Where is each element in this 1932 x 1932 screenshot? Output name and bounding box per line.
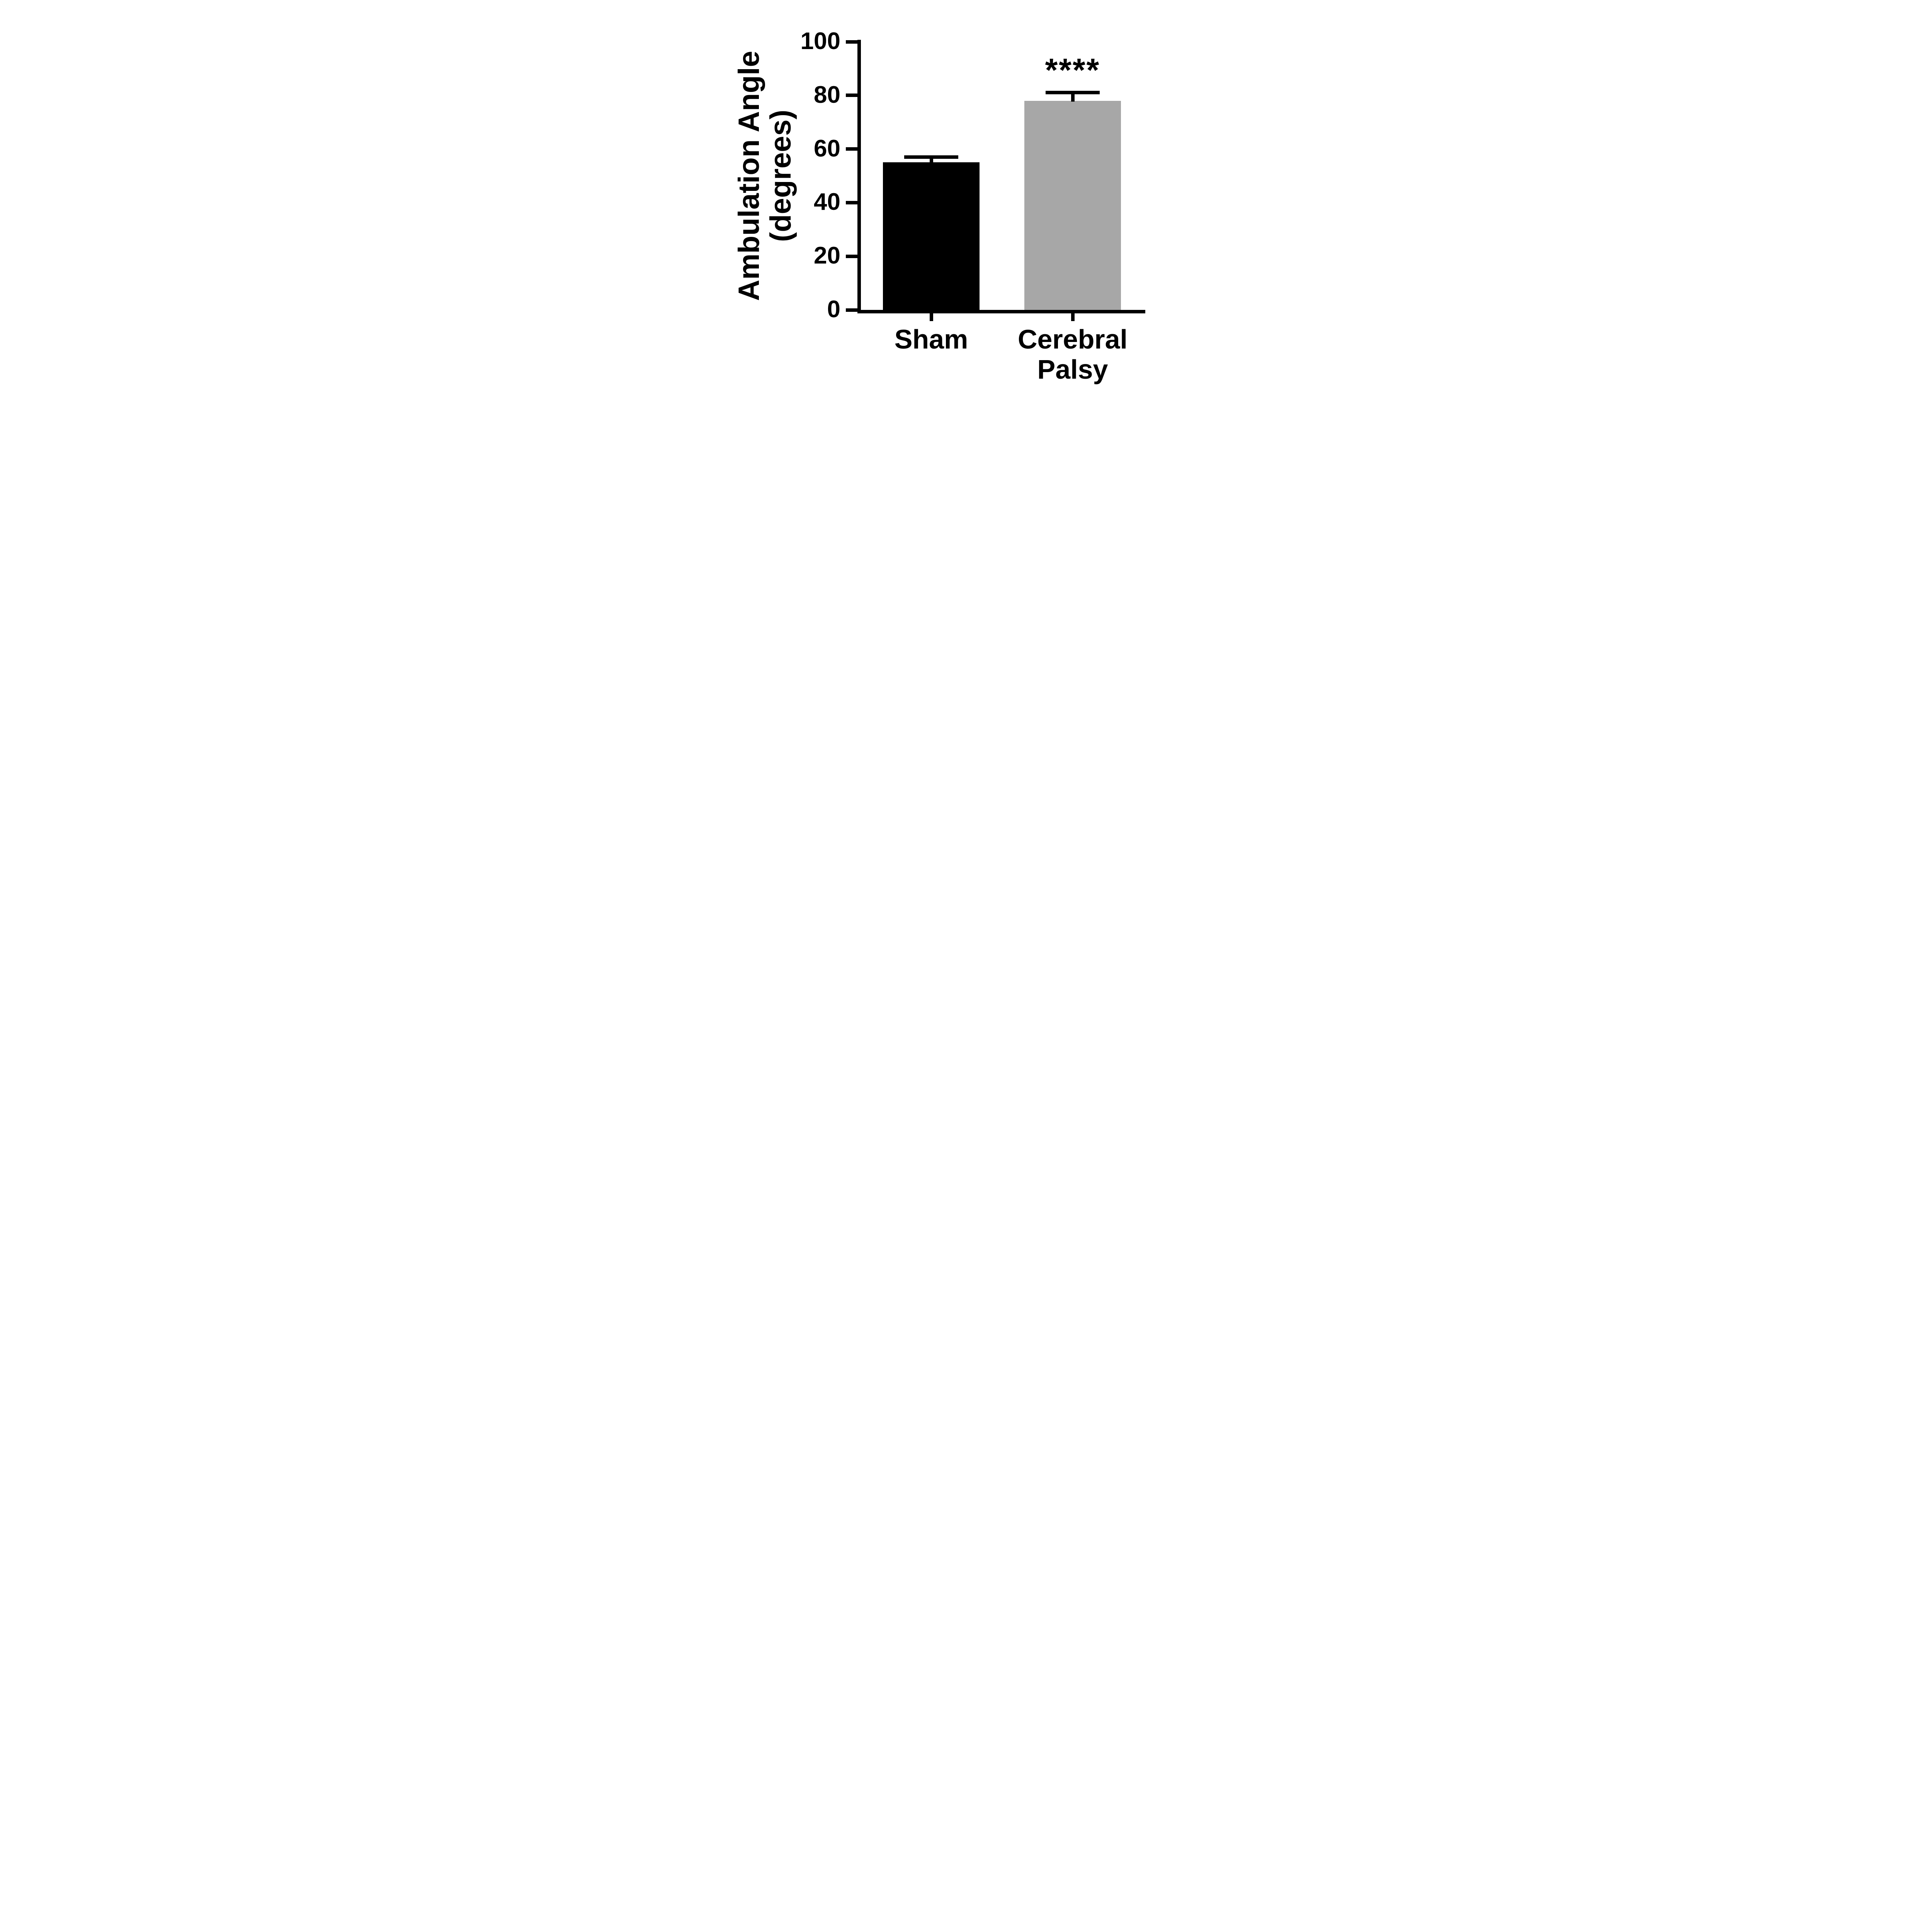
x-tick (929, 313, 933, 321)
y-tick-label: 60 (814, 135, 840, 162)
y-tick (846, 254, 857, 258)
y-axis-line (857, 40, 861, 313)
bar-cerebral-palsy (1024, 100, 1121, 310)
x-axis-line (857, 310, 1145, 313)
x-tick-label-sham: Sham (894, 324, 968, 354)
y-tick-label: 80 (814, 81, 840, 108)
y-tick (846, 147, 857, 151)
x-tick (1071, 313, 1075, 321)
y-axis-title-line1: Ambulation Angle (733, 51, 765, 301)
x-tick-label-cerebral-palsy: Cerebral Palsy (1017, 324, 1128, 385)
y-axis-title-line2: (degrees) (764, 109, 798, 242)
error-bar-cap-cerebral-palsy (1046, 91, 1100, 95)
y-tick-label: 20 (814, 242, 840, 269)
error-bar-cap-sham (904, 155, 958, 159)
y-tick (846, 94, 857, 97)
bar-sham (883, 162, 980, 310)
bar-chart: Ambulation Angle (degrees) 0 20 40 60 80 100 S… (718, 0, 1214, 400)
y-tick-label: 0 (827, 296, 840, 323)
significance-stars: **** (1045, 52, 1100, 88)
error-bar-stem-cerebral-palsy (1071, 92, 1075, 102)
y-tick (846, 201, 857, 204)
y-tick (846, 40, 857, 44)
error-bar-stem-sham (929, 157, 933, 163)
y-tick-label: 100 (800, 28, 840, 55)
y-tick-label: 40 (814, 189, 840, 216)
y-tick (846, 308, 857, 312)
